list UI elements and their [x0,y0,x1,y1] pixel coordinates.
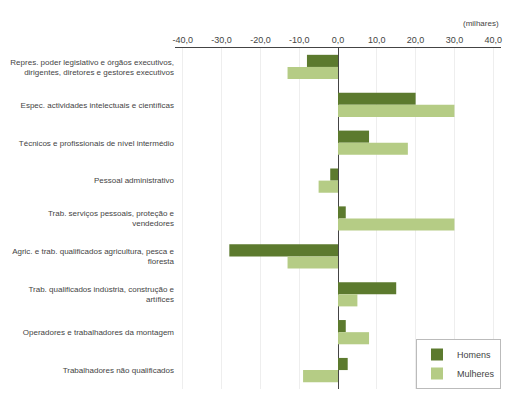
svg-text:Operadores e trabalhadores da: Operadores e trabalhadores da montagem [23,328,175,337]
svg-text:-20,0: -20,0 [250,35,271,45]
svg-text:0,0: 0,0 [332,35,345,45]
svg-text:Pessoal administrativo: Pessoal administrativo [94,176,175,185]
svg-text:-40,0: -40,0 [173,35,194,45]
svg-text:-10,0: -10,0 [289,35,310,45]
svg-text:Mulheres: Mulheres [457,369,495,379]
svg-text:-30,0: -30,0 [211,35,232,45]
svg-text:10,0: 10,0 [368,35,386,45]
svg-text:Trabalhadores não qualificados: Trabalhadores não qualificados [63,366,174,375]
svg-text:Repres. poder legislativo e ór: Repres. poder legislativo e órgãos execu… [10,58,174,77]
svg-text:20,0: 20,0 [407,35,425,45]
svg-text:Trab. qualificados indústria,: Trab. qualificados indústria, construção… [28,285,174,304]
svg-text:30,0: 30,0 [446,35,464,45]
svg-text:Trab. serviços pessoais, prote: Trab. serviços pessoais, proteção evende… [48,209,175,228]
svg-text:40,0: 40,0 [484,35,502,45]
svg-text:Espec. actividades intelectuai: Espec. actividades intelectuais e cientí… [21,101,174,110]
svg-text:Homens: Homens [457,350,491,360]
svg-text:(milhares): (milhares) [463,19,499,28]
svg-text:Técnicos e profissionais de ní: Técnicos e profissionais de nível interm… [19,139,175,148]
svg-text:Agric. e trab. qualificados ag: Agric. e trab. qualificados agricultura,… [12,247,174,266]
